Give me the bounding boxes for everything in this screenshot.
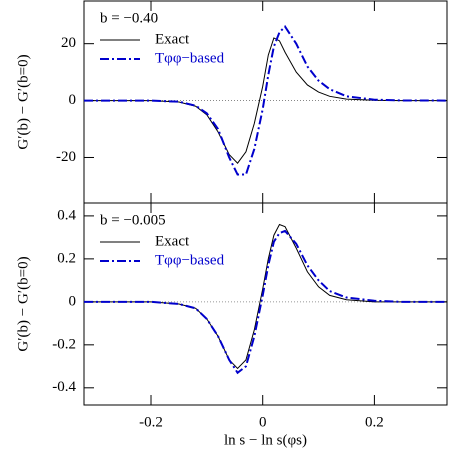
x-axis-label: ln s − ln s(φs) [224, 432, 307, 448]
annotation: b = −0.40 [100, 10, 158, 26]
series-line [84, 229, 447, 375]
y-axis-label: G′(b) − G′(b=0) [15, 256, 31, 351]
y-tick-label: -0.2 [52, 336, 76, 352]
y-tick-label: 0 [69, 293, 77, 309]
y-tick-label: 0.2 [57, 250, 76, 266]
legend-label: Tφφ−based [155, 50, 225, 66]
x-tick-label: 0 [259, 414, 267, 430]
legend-label: Exact [155, 233, 190, 249]
x-tick-label: 0.2 [365, 414, 384, 430]
series-line [84, 223, 447, 370]
y-tick-label: -20 [56, 149, 76, 165]
y-tick-label: 20 [61, 35, 76, 51]
y-tick-label: 0 [69, 92, 77, 108]
series-line [84, 25, 448, 176]
x-tick-label: -0.2 [139, 414, 163, 430]
y-axis-label: G′(b) − G′(b=0) [15, 54, 31, 149]
y-tick-label: 0.4 [57, 207, 76, 223]
plot-frame [83, 202, 448, 406]
y-tick-label: -0.4 [52, 379, 76, 395]
legend-label: Exact [155, 31, 190, 47]
annotation: b = −0.005 [100, 212, 166, 228]
plot-frame [83, 0, 448, 204]
legend-label: Tφφ−based [155, 252, 225, 268]
